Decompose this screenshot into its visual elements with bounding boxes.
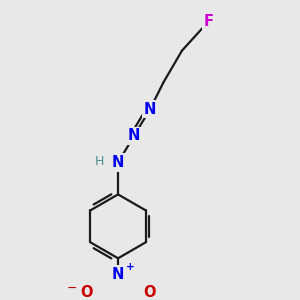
Text: N: N	[128, 128, 140, 143]
Text: +: +	[126, 262, 134, 272]
Text: −: −	[66, 282, 77, 295]
Text: O: O	[80, 285, 92, 300]
Text: N: N	[112, 155, 124, 170]
Text: O: O	[144, 285, 156, 300]
Text: F: F	[204, 14, 214, 29]
Text: N: N	[112, 267, 124, 282]
Text: H: H	[95, 154, 104, 168]
Text: N: N	[144, 102, 156, 117]
